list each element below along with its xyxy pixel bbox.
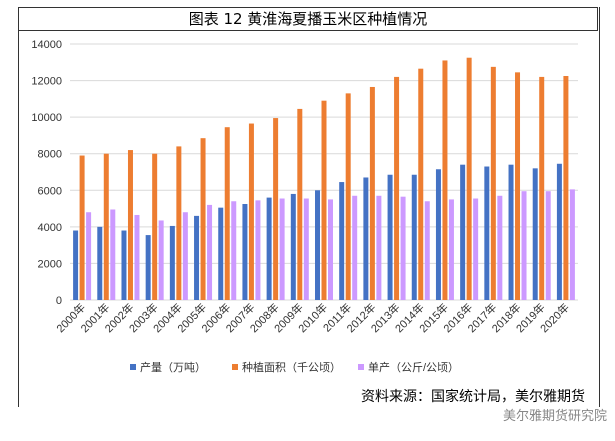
- bar-2: [255, 200, 261, 300]
- bar-0: [532, 168, 538, 300]
- bar-1: [79, 155, 85, 300]
- bar-1: [248, 123, 254, 301]
- bar-2: [521, 191, 527, 300]
- bar-1: [563, 76, 569, 300]
- bar-2: [569, 189, 575, 300]
- bar-2: [376, 195, 382, 300]
- bar-0: [460, 164, 466, 300]
- bar-1: [418, 68, 424, 300]
- legend-swatch: [130, 364, 136, 370]
- bar-0: [411, 174, 417, 300]
- legend-swatch: [358, 364, 364, 370]
- bar-0: [194, 215, 200, 300]
- bar-2: [497, 195, 503, 300]
- legend-label: 种植面积（千公顷）: [242, 360, 341, 374]
- y-tick-label: 10000: [31, 112, 62, 124]
- bar-0: [73, 230, 79, 300]
- bar-0: [266, 197, 272, 300]
- bar-0: [218, 207, 224, 300]
- bar-1: [466, 57, 472, 300]
- bar-1: [369, 86, 375, 300]
- bar-2: [110, 209, 116, 300]
- bar-1: [103, 153, 109, 300]
- bar-1: [345, 93, 351, 300]
- y-tick-label: 8000: [38, 149, 62, 161]
- y-tick-label: 6000: [38, 185, 62, 197]
- bar-0: [121, 230, 127, 300]
- bar-2: [182, 212, 188, 300]
- bar-0: [315, 190, 320, 300]
- bar-0: [484, 166, 490, 300]
- bar-1: [321, 100, 327, 300]
- legend-label: 单产（公斤/公顷）: [368, 360, 459, 374]
- bar-2: [424, 201, 430, 300]
- bar-1: [224, 127, 230, 300]
- bar-0: [363, 177, 369, 300]
- bar-1: [490, 66, 496, 300]
- bar-2: [545, 191, 551, 300]
- bar-0: [387, 174, 393, 300]
- source-note: 资料来源：国家统计局，美尔雅期货: [361, 389, 585, 405]
- bar-1: [297, 108, 303, 301]
- bar-0: [339, 182, 345, 300]
- chart-title: 图表 12 黄淮海夏播玉米区种植情况: [18, 7, 598, 31]
- bar-1: [442, 60, 448, 301]
- bar-2: [158, 220, 164, 300]
- bar-0: [290, 193, 296, 300]
- legend-swatch: [232, 364, 238, 370]
- bar-1: [539, 76, 545, 301]
- bar-0: [242, 204, 248, 300]
- bar-1: [394, 76, 400, 301]
- y-tick-label: 14000: [31, 39, 62, 51]
- y-tick-label: 2000: [38, 258, 62, 270]
- bar-2: [328, 199, 333, 300]
- bar-2: [473, 198, 479, 300]
- bar-2: [400, 196, 406, 300]
- bar-0: [97, 226, 103, 300]
- bar-1: [176, 146, 182, 300]
- bar-1: [152, 153, 158, 300]
- figure-frame: [18, 7, 600, 407]
- bar-1: [273, 118, 279, 300]
- bar-2: [303, 198, 309, 300]
- bar-2: [352, 195, 358, 300]
- bar-0: [556, 163, 562, 300]
- watermark: 美尔雅期货研究院: [502, 409, 607, 424]
- bar-2: [207, 204, 213, 300]
- legend-label: 产量（万吨）: [140, 360, 206, 374]
- bar-2: [86, 212, 92, 300]
- bar-0: [508, 164, 514, 300]
- bar-0: [169, 225, 175, 300]
- y-tick-label: 4000: [38, 222, 62, 234]
- bar-2: [134, 214, 140, 300]
- bar-1: [127, 150, 133, 300]
- y-tick-label: 12000: [31, 76, 62, 88]
- bar-1: [515, 72, 521, 300]
- bar-2: [231, 201, 237, 300]
- y-tick-label: 0: [56, 295, 62, 307]
- bar-0: [435, 169, 441, 300]
- bar-1: [200, 138, 206, 300]
- bar-0: [145, 235, 151, 300]
- bar-2: [448, 199, 454, 300]
- bar-2: [279, 198, 285, 300]
